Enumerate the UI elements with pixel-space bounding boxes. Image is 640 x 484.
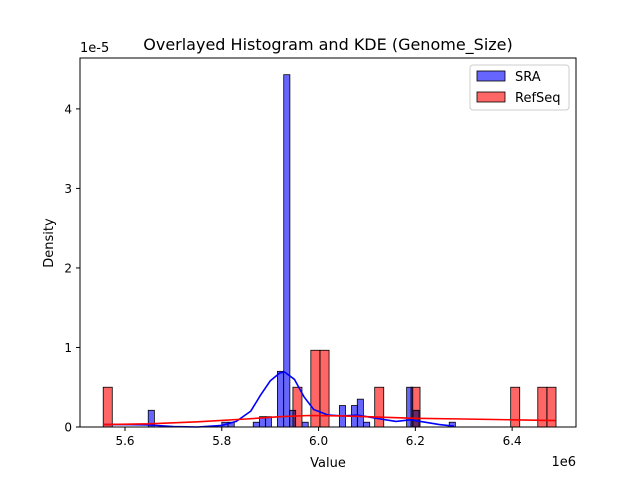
bar-refseq <box>374 386 385 428</box>
x-tick-label: 6.2 <box>406 434 425 448</box>
x-axis: 5.6 5.8 6.0 6.2 6.4 <box>115 427 522 448</box>
y-tick-label: 4 <box>64 102 72 116</box>
bar-sra <box>356 398 364 428</box>
kde-line-refseq <box>103 414 556 426</box>
legend: SRA RefSeq <box>469 64 570 111</box>
x-tick-label: 5.8 <box>212 434 231 448</box>
x-tick-label: 5.6 <box>115 434 134 448</box>
bar-sra <box>252 421 260 428</box>
y-tick-label: 2 <box>64 261 72 275</box>
bar-sra <box>277 370 284 428</box>
bar-refseq <box>102 386 113 428</box>
legend-label-sra: SRA <box>515 70 541 85</box>
legend-swatch-refseq <box>476 91 506 103</box>
bars-layer <box>102 74 557 428</box>
x-tick-label: 6.0 <box>309 434 328 448</box>
legend-swatch-sra <box>476 70 506 82</box>
chart-title: Overlayed Histogram and KDE (Genome_Size… <box>143 35 513 55</box>
y-tick-label: 1 <box>64 341 72 355</box>
y-axis: 0 1 2 3 4 <box>64 102 80 435</box>
y-tick-label: 3 <box>64 182 72 196</box>
x-tick-label: 6.4 <box>503 434 522 448</box>
legend-label-refseq: RefSeq <box>515 91 561 106</box>
y-axis-label: Density <box>42 218 57 268</box>
plot-frame <box>79 57 577 428</box>
x-axis-label: Value <box>310 456 346 471</box>
bar-sra <box>301 421 309 428</box>
bar-sra <box>363 421 371 428</box>
bar-refseq <box>510 386 521 428</box>
y-tick-label: 0 <box>64 421 72 435</box>
y-offset-label: 1e-5 <box>80 41 109 56</box>
x-offset-label: 1e6 <box>551 455 576 470</box>
bar-refseq <box>292 386 303 428</box>
